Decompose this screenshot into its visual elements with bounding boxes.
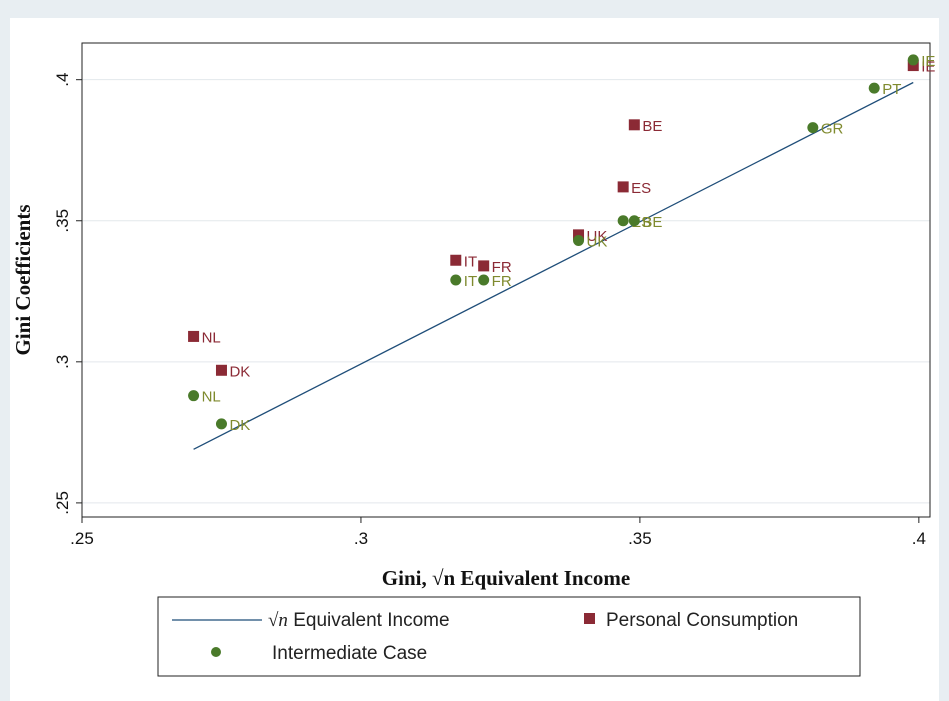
y-tick-label: .4 (53, 73, 72, 87)
intermediate-point-pt (868, 82, 880, 94)
x-tick-label: .4 (912, 529, 926, 548)
personal-label-dk: DK (229, 363, 250, 380)
x-tick-label: .35 (628, 529, 652, 548)
personal-label-uk: UK (587, 228, 608, 245)
x-tick-label: .3 (354, 529, 368, 548)
personal-point-fr (478, 260, 490, 272)
legend-line-label-text: Equivalent Income (288, 610, 450, 631)
personal-label-be: BE (642, 118, 662, 135)
intermediate-label-gr: GR (821, 121, 844, 138)
personal-point-dk (215, 364, 227, 376)
legend-box (157, 596, 861, 677)
personal-label-nl: NL (202, 329, 221, 346)
intermediate-point-es (617, 215, 629, 227)
intermediate-label-dk: DK (229, 417, 250, 434)
intermediate-label-uk: UK (587, 234, 608, 251)
personal-label-it: IT (464, 253, 477, 270)
intermediate-label-ie: IE (921, 53, 935, 70)
intermediate-label-it: IT (464, 273, 477, 290)
intermediate-point-gr (807, 122, 819, 134)
personal-point-nl (188, 330, 200, 342)
y-tick-label: .25 (53, 491, 72, 515)
axis-ticks: .25 .3 .35 .4 .25 .3 .35 .4 (53, 73, 926, 548)
sqrt-n-symbol: √n (268, 610, 288, 631)
legend-square-swatch (584, 613, 595, 624)
y-tick-label: .3 (53, 355, 72, 369)
legend-personal-label: Personal Consumption (606, 610, 798, 631)
intermediate-point-be (628, 215, 640, 227)
intermediate-point-ie (907, 54, 919, 66)
personal-point-it (450, 254, 462, 266)
personal-label-es: ES (631, 180, 651, 197)
legend-circle-swatch (211, 647, 221, 657)
x-axis-title: Gini, √n Equivalent Income (382, 566, 630, 590)
personal-label-ie: IE (921, 59, 935, 76)
intermediate-label-pt: PT (882, 81, 901, 98)
intermediate-point-nl (188, 390, 200, 402)
intermediate-point-dk (215, 418, 227, 430)
fit-line (193, 81, 914, 450)
personal-point-be (628, 119, 640, 131)
personal-label-fr: FR (492, 259, 512, 276)
intermediate-point-it (450, 274, 462, 286)
personal-point-es (617, 181, 629, 193)
x-tick-label: .25 (70, 529, 94, 548)
chart-panel (10, 18, 939, 701)
y-tick-label: .35 (53, 209, 72, 233)
personal-point-ie (907, 60, 919, 72)
intermediate-label-nl: NL (202, 389, 221, 406)
intermediate-label-be: BE (642, 214, 662, 231)
personal-point-uk (573, 229, 585, 241)
grid (82, 79, 930, 504)
intermediate-point-fr (478, 274, 490, 286)
plot-frame (81, 42, 931, 518)
legend-line-label: √n Equivalent Income (268, 610, 450, 631)
intermediate-label-fr: FR (492, 273, 512, 290)
legend-intermediate-label: Intermediate Case (272, 643, 427, 664)
intermediate-point-uk (573, 235, 585, 246)
legend: √n Equivalent Income Personal Consumptio… (157, 596, 861, 677)
y-axis-title: Gini Coefficients (11, 204, 35, 355)
